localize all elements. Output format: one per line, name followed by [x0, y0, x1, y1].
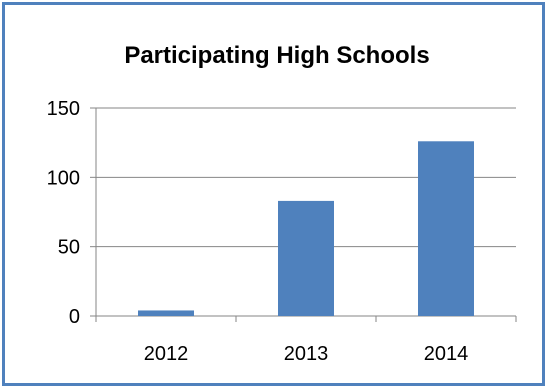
- y-tick-label: 50: [58, 237, 80, 259]
- x-tick-label: 2014: [424, 343, 469, 365]
- bar-2013: [278, 200, 334, 316]
- x-tick-label: 2013: [284, 343, 329, 365]
- x-tick-label: 2012: [144, 343, 189, 365]
- y-tick-label: 100: [47, 167, 80, 189]
- bar-2012: [138, 310, 194, 316]
- y-tick-label: 150: [47, 98, 80, 120]
- y-axis: 0 50 100 150: [47, 98, 97, 328]
- y-tick-label: 0: [69, 306, 80, 328]
- x-axis: 2012 2013 2014: [95, 315, 517, 365]
- bars: [138, 141, 474, 316]
- bar-2014: [418, 141, 474, 316]
- chart-title: Participating High Schools: [124, 42, 429, 69]
